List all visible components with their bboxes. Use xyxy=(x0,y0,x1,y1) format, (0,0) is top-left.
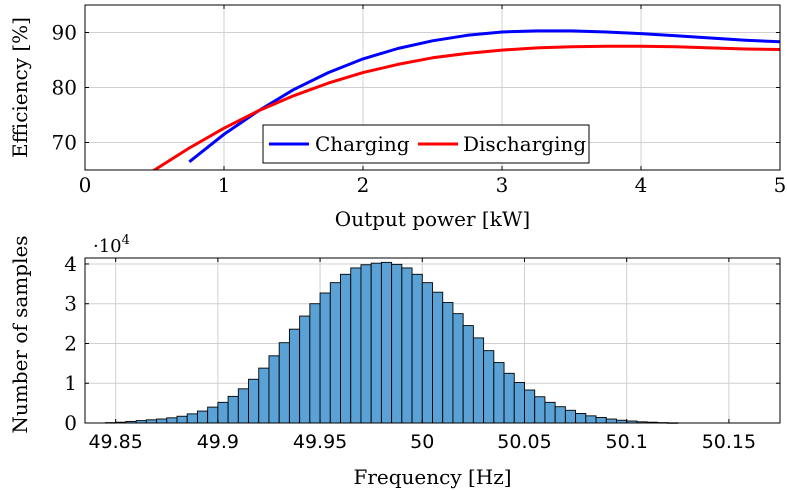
histogram-bar xyxy=(462,325,474,424)
histogram-x-tick-label: 49.9 xyxy=(197,431,239,453)
histogram-bar xyxy=(370,262,382,424)
efficiency-y-tick-label: 80 xyxy=(52,76,77,100)
histogram-bar xyxy=(227,395,239,424)
histogram-plot-frame xyxy=(84,257,781,424)
efficiency-x-tick-label: 1 xyxy=(218,173,231,197)
histogram-bar xyxy=(472,337,485,424)
histogram-ticks: 49.85 49.9 49.95 50 50.05 50.1 50.15 0 1 2 3 4 xyxy=(64,252,780,453)
histogram-bar xyxy=(248,378,260,424)
histogram-bar xyxy=(380,261,393,424)
histogram-y-tick-label: 4 xyxy=(64,252,77,276)
histogram-bar xyxy=(564,409,577,424)
histogram-bar xyxy=(217,401,229,424)
histogram-bar xyxy=(554,406,566,424)
histogram-bar xyxy=(401,267,413,424)
histogram-y-tick-label: 2 xyxy=(64,331,77,355)
histogram-bar xyxy=(319,292,331,424)
histogram-bar xyxy=(411,273,423,424)
histogram-bar xyxy=(421,282,433,424)
histogram-bar xyxy=(309,303,321,424)
efficiency-x-tick-label: 3 xyxy=(496,173,509,197)
histogram-bar xyxy=(176,415,188,424)
histogram-y-tick-label: 3 xyxy=(64,292,77,316)
histogram-bar xyxy=(483,350,495,424)
histogram-bar xyxy=(524,389,536,424)
efficiency-y-tick-label: 70 xyxy=(52,131,77,155)
histogram-y-tick-label: 0 xyxy=(64,411,77,435)
efficiency-line-charging xyxy=(188,29,780,163)
histogram-bar xyxy=(340,273,352,424)
histogram-x-tick-label: 50 xyxy=(410,431,434,453)
histogram-bar xyxy=(360,264,372,424)
histogram-bar xyxy=(442,302,454,424)
efficiency-x-tick-label: 4 xyxy=(635,173,648,197)
histogram-bar xyxy=(534,396,546,424)
histogram-bar xyxy=(595,416,607,424)
histogram-bar xyxy=(432,291,444,424)
histogram-bar xyxy=(288,328,301,424)
histogram-x-tick-label: 49.85 xyxy=(88,431,142,453)
efficiency-x-axis-label: Output power [kW] xyxy=(335,207,530,231)
histogram-bar xyxy=(237,388,249,424)
multiplier-exponent: 4 xyxy=(122,233,130,248)
legend-label-discharging: Discharging xyxy=(463,132,586,156)
histogram-bars xyxy=(104,261,679,424)
efficiency-y-tick-label: 90 xyxy=(52,21,77,45)
histogram-bar xyxy=(503,372,515,424)
histogram-y-tick-label: 1 xyxy=(64,371,77,395)
histogram-bar xyxy=(350,267,362,424)
legend-box xyxy=(262,124,590,164)
histogram-x-tick-label: 50.05 xyxy=(497,431,551,453)
efficiency-ticks: 0 1 2 3 4 5 70 80 90 xyxy=(52,5,787,197)
efficiency-x-tick-label: 5 xyxy=(774,173,787,197)
histogram-bar xyxy=(299,315,311,424)
histogram-bar xyxy=(166,417,178,424)
histogram-bar xyxy=(268,355,280,424)
histogram-bar xyxy=(196,410,209,424)
histogram-bar xyxy=(156,418,168,424)
efficiency-series xyxy=(151,29,780,170)
histogram-bar xyxy=(585,415,597,424)
efficiency-chart: 0 1 2 3 4 5 70 80 90 Charging Discharging Output… xyxy=(8,4,787,231)
histogram-bar xyxy=(278,342,290,424)
histogram-bar xyxy=(605,418,617,424)
histogram-x-tick-label: 50.1 xyxy=(606,431,648,453)
histogram-bar xyxy=(186,413,198,424)
efficiency-x-tick-label: 0 xyxy=(79,173,92,197)
legend-label-charging: Charging xyxy=(315,132,410,156)
multiplier-base: ·10 xyxy=(93,236,122,257)
histogram-x-tick-label: 49.95 xyxy=(293,431,347,453)
histogram-bar xyxy=(513,382,525,424)
efficiency-legend: Charging Discharging xyxy=(262,124,590,164)
efficiency-x-tick-label: 2 xyxy=(357,173,370,197)
efficiency-line-discharging xyxy=(151,44,780,170)
histogram-x-tick-label: 50.15 xyxy=(702,431,756,453)
histogram-bar xyxy=(207,406,219,424)
y-axis-multiplier: ·104 xyxy=(93,233,130,257)
efficiency-y-axis-label: Efficiency [%] xyxy=(8,17,32,158)
histogram-bar xyxy=(391,263,403,424)
histogram-bar xyxy=(493,362,505,424)
histogram-x-axis-label: Frequency [Hz] xyxy=(353,465,511,489)
histogram-bar xyxy=(329,282,341,424)
histogram-y-axis-label: Number of samples xyxy=(8,235,32,433)
histogram-bar xyxy=(452,313,464,424)
histogram-bar xyxy=(258,367,270,424)
histogram-bar xyxy=(575,413,587,424)
histogram-bar xyxy=(544,401,556,424)
